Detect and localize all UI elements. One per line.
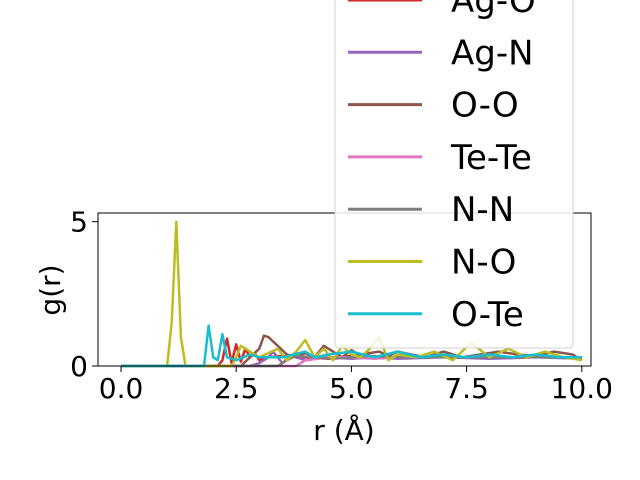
legend-entries: Ag-O Ag-N O-O Te-Te N-N N-O O-Te — [348, 0, 536, 335]
x-tick-label: 5.0 — [329, 372, 374, 405]
x-axis-label: r (Å) — [313, 413, 374, 447]
y-tick-label: 0 — [70, 350, 88, 383]
y-axis-ticks: 05 — [70, 206, 98, 383]
legend-label: Ag-N — [451, 33, 534, 73]
legend-label: N-O — [451, 243, 516, 283]
series-line-o-te — [121, 324, 582, 368]
y-tick-label: 5 — [70, 206, 88, 239]
legend: Ag-O Ag-N O-O Te-Te N-N N-O O-Te — [334, 0, 574, 349]
x-tick-label: 2.5 — [214, 372, 259, 405]
x-tick-label: 7.5 — [444, 372, 489, 405]
legend-label: N-N — [451, 190, 514, 230]
x-tick-label: 0.0 — [99, 372, 144, 405]
legend-label: O-O — [451, 86, 519, 126]
series-line-n-n — [121, 354, 582, 368]
y-axis-label: g(r) — [34, 264, 67, 315]
legend-label: Ag-O — [451, 0, 536, 21]
legend-label: Te-Te — [450, 138, 532, 178]
legend-label: O-Te — [451, 295, 524, 335]
x-tick-label: 10.0 — [551, 372, 613, 405]
x-axis-ticks: 0.0 2.5 5.0 7.5 10.0 — [99, 366, 613, 405]
